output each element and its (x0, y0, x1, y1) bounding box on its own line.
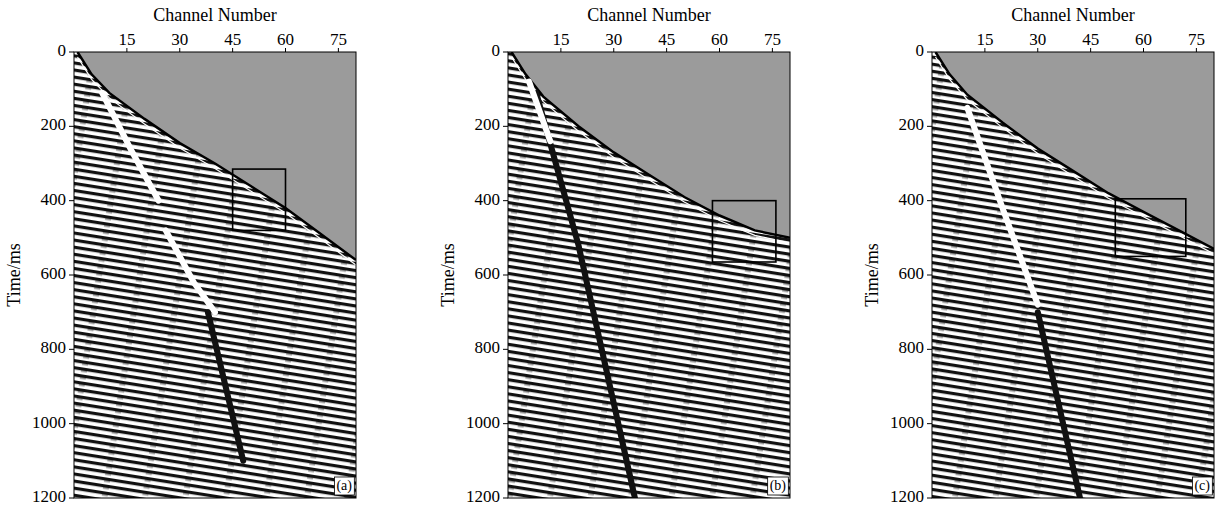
first-break (936, 52, 1215, 249)
y-tick (927, 275, 932, 276)
y-tick (503, 498, 508, 499)
panel-label-bg (768, 477, 789, 495)
highlight-box (712, 201, 775, 262)
panel: 15 30 45 60 75 0 200 400 600 800 1000 1200 Channel N… (4, 5, 356, 506)
panel-label: (a) (336, 478, 352, 494)
y-tick (69, 349, 74, 350)
plot-frame (74, 52, 356, 498)
x-tick-label: 60 (277, 30, 294, 49)
y-axis-title: Time/ms (438, 243, 458, 306)
y-tick-label: 0 (492, 41, 501, 60)
x-tick-label: 60 (1135, 30, 1152, 49)
x-tick-label: 75 (330, 30, 347, 49)
x-tick-label: 45 (658, 30, 675, 49)
y-tick-label: 400 (899, 190, 925, 209)
y-tick (69, 200, 74, 201)
y-tick-label: 800 (899, 338, 925, 357)
y-tick-label: 600 (41, 264, 67, 283)
plot-area (508, 52, 790, 498)
x-axis-title: Channel Number (587, 5, 710, 25)
y-tick (927, 423, 932, 424)
y-tick-label: 1000 (32, 413, 66, 432)
panel-label: (c) (1194, 478, 1210, 494)
y-tick-label: 1000 (466, 413, 500, 432)
y-tick-label: 600 (899, 264, 925, 283)
x-tick-label: 15 (552, 30, 569, 49)
x-tick-label: 45 (1082, 30, 1099, 49)
plot-bg (508, 52, 790, 498)
y-tick (503, 126, 508, 127)
y-axis-title: Time/ms (862, 243, 882, 306)
y-axis-title: Time/ms (4, 243, 24, 306)
panel: 15 30 45 60 75 0 200 400 600 800 1000 1200 Channel N… (862, 5, 1214, 506)
event-line (967, 108, 1038, 305)
y-tick (69, 52, 74, 53)
y-tick-label: 800 (475, 338, 501, 357)
highlight-box (233, 169, 286, 230)
x-tick-label: 75 (764, 30, 781, 49)
y-tick (503, 275, 508, 276)
panel: 15 30 45 60 75 0 200 400 600 800 1000 1200 Channel N… (438, 5, 790, 506)
y-tick-label: 600 (475, 264, 501, 283)
first-break (78, 52, 357, 260)
y-tick-label: 1200 (32, 487, 66, 506)
y-tick (503, 349, 508, 350)
y-tick (69, 423, 74, 424)
x-axis-title: Channel Number (1011, 5, 1134, 25)
y-tick (503, 200, 508, 201)
first-break-halo (936, 57, 1215, 254)
y-tick (503, 423, 508, 424)
highlight-box (1115, 199, 1186, 257)
plot-area (74, 52, 356, 498)
y-tick-label: 1200 (890, 487, 924, 506)
y-tick-label: 400 (41, 190, 67, 209)
wavefield-area (932, 52, 1214, 498)
y-tick-label: 1000 (890, 413, 924, 432)
x-tick-label: 45 (224, 30, 241, 49)
event-line (166, 230, 215, 312)
y-tick-label: 800 (41, 338, 67, 357)
wavefield-area (74, 52, 356, 498)
y-tick-label: 1200 (466, 487, 500, 506)
x-axis-title: Channel Number (153, 5, 276, 25)
panel-label-bg (1192, 477, 1212, 495)
plot-bg (932, 52, 1214, 498)
x-tick-label: 30 (171, 30, 188, 49)
y-tick (927, 200, 932, 201)
plot-area (932, 52, 1214, 498)
x-tick-label: 60 (711, 30, 728, 49)
event-line (102, 93, 158, 201)
y-tick-label: 200 (475, 115, 501, 134)
y-tick (927, 126, 932, 127)
x-tick-label: 75 (1188, 30, 1205, 49)
plot-bg (74, 52, 356, 498)
y-tick-label: 0 (916, 41, 925, 60)
y-tick (503, 52, 508, 53)
y-tick (69, 275, 74, 276)
y-tick (69, 498, 74, 499)
plot-frame (932, 52, 1214, 498)
first-break-halo (78, 57, 357, 265)
x-tick-label: 15 (118, 30, 135, 49)
y-tick (927, 349, 932, 350)
panel-label-bg (334, 477, 354, 495)
event-line (208, 312, 243, 461)
x-tick-label: 15 (976, 30, 993, 49)
x-tick-label: 30 (1029, 30, 1046, 49)
y-tick (69, 126, 74, 127)
event-line (1038, 312, 1080, 498)
y-tick-label: 400 (475, 190, 501, 209)
wavefield-area (508, 52, 790, 498)
event-line (536, 93, 635, 498)
panel-label: (b) (770, 478, 787, 494)
event-line (529, 82, 550, 142)
y-tick-label: 0 (58, 41, 67, 60)
y-tick (927, 498, 932, 499)
figure: 1530456075020040060080010001200Channel N… (0, 0, 1225, 513)
y-tick-label: 200 (41, 115, 67, 134)
plot-frame (508, 52, 790, 498)
y-tick (927, 52, 932, 53)
y-tick-label: 200 (899, 115, 925, 134)
x-tick-label: 30 (605, 30, 622, 49)
